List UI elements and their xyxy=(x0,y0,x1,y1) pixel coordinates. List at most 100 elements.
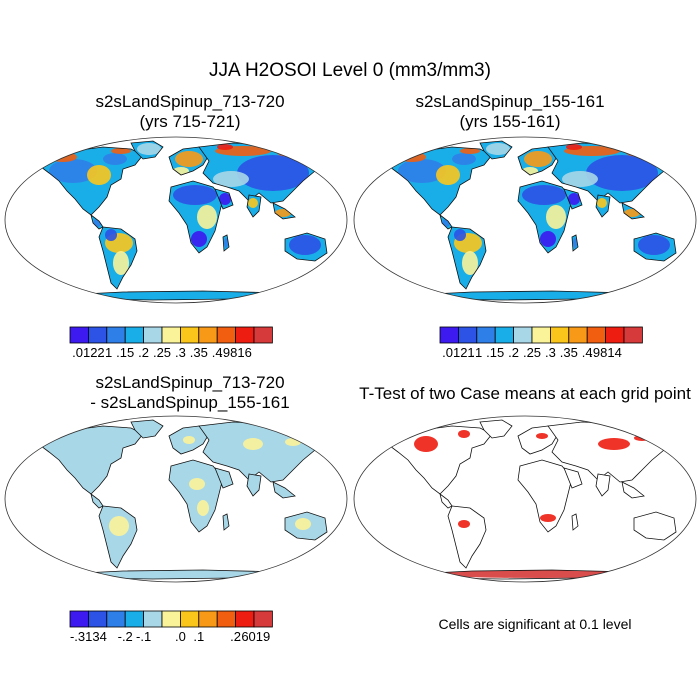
panel-2-title-line2: (yrs 155-161) xyxy=(459,112,561,131)
landmass-madagascar xyxy=(571,513,579,531)
colorbar-box xyxy=(143,326,163,344)
colorbar-tick-label: .15 xyxy=(486,345,504,360)
panel-1-colorbar: .0122.1 .15 .2 .25 .3 .35 .4.9816 xyxy=(69,326,273,360)
landmass-arabia xyxy=(563,188,583,210)
colorbar-tick-label: .9814 xyxy=(589,345,622,360)
colorbar-tick-label: -.2 xyxy=(118,629,133,644)
landmass-greenland xyxy=(479,140,513,160)
colorbar-box xyxy=(605,326,625,344)
landmass-se-asia xyxy=(272,202,296,220)
landmass-central-america xyxy=(439,214,453,230)
landmass-madagascar xyxy=(222,513,230,531)
landmass-india xyxy=(246,473,262,497)
colorbar-tick-label: .35 xyxy=(190,345,208,360)
colorbar-box xyxy=(69,610,89,628)
colorbar-box xyxy=(179,610,200,628)
landmass-europe xyxy=(517,146,559,176)
colorbar-box xyxy=(235,610,255,628)
landmass-madagascar xyxy=(222,234,230,252)
colorbar-tick-label: .1 xyxy=(193,629,204,644)
map-frame xyxy=(4,415,348,583)
colorbar-tick-label: .15 xyxy=(116,345,134,360)
landmass-australia xyxy=(633,232,677,262)
colorbar-box xyxy=(458,326,478,344)
panel-3-title-line1: s2sLandSpinup_713-720 xyxy=(95,373,285,392)
colorbar-tick-label: .4 xyxy=(212,345,223,360)
map-frame xyxy=(353,136,697,304)
colorbar-tick-label: .35 xyxy=(560,345,578,360)
landmass-greenland xyxy=(130,419,164,439)
colorbar-tick-label: .0122 xyxy=(72,345,105,360)
colorbar-box xyxy=(198,326,218,344)
landmass-arabia xyxy=(214,467,234,489)
landmass-arabia xyxy=(214,188,234,210)
landmass-africa xyxy=(517,459,573,533)
landmass-australia xyxy=(284,232,328,262)
colorbar-box xyxy=(69,326,89,344)
landmass-australia xyxy=(284,511,328,541)
colorbar-box xyxy=(513,326,533,344)
colorbar-tick-label: .0 xyxy=(175,629,186,644)
landmass-south-america xyxy=(98,226,138,290)
landmass-se-asia xyxy=(272,481,296,499)
colorbar-box xyxy=(549,326,570,344)
map-frame xyxy=(353,415,697,583)
colorbar-tick-label: -.1 xyxy=(136,629,151,644)
colorbar-box xyxy=(494,326,514,344)
panel-3-map xyxy=(4,415,348,583)
colorbar-box xyxy=(106,610,126,628)
panel-2-title: s2sLandSpinup_155-161 (yrs 155-161) xyxy=(350,92,670,132)
panel-4-map xyxy=(353,415,697,583)
colorbar-box xyxy=(253,610,273,628)
colorbar-tick-label: .0121 xyxy=(442,345,475,360)
colorbar-box xyxy=(216,326,236,344)
landmass-south-america xyxy=(98,505,138,569)
panel-2-map xyxy=(353,136,697,304)
colorbar-box xyxy=(531,326,551,344)
landmass-africa xyxy=(168,459,224,533)
map-frame xyxy=(4,136,348,304)
landmass-europe xyxy=(168,146,210,176)
colorbar-tick-label: .9816 xyxy=(219,345,252,360)
landmass-india xyxy=(595,194,611,218)
colorbar-tick-label: .4 xyxy=(582,345,593,360)
landmass-europe xyxy=(168,425,210,455)
landmass-india xyxy=(246,194,262,218)
landmass-africa xyxy=(168,180,224,254)
colorbar-box xyxy=(161,326,181,344)
colorbar-box xyxy=(179,326,200,344)
landmass-north-america xyxy=(40,425,144,495)
colorbar-tick-label: .1 xyxy=(471,345,482,360)
colorbar-box xyxy=(161,610,181,628)
panel-3-colorbar: -.3134 -.2 -.1 .0 .1 .2.6019 xyxy=(69,610,273,644)
colorbar-tick-label: .2 xyxy=(230,629,241,644)
colorbar-box xyxy=(568,326,588,344)
landmass-central-america xyxy=(90,214,104,230)
colorbar-box xyxy=(88,610,108,628)
panel-3-title: s2sLandSpinup_713-720 - s2sLandSpinup_15… xyxy=(30,373,350,413)
colorbar-tick-label: -.3134 xyxy=(70,629,107,644)
colorbar-box xyxy=(253,326,273,344)
landmass-greenland xyxy=(130,140,164,160)
landmass-europe xyxy=(517,425,559,455)
colorbar-box xyxy=(439,326,459,344)
page-title: JJA H2OSOI Level 0 (mm3/mm3) xyxy=(209,60,491,81)
landmass-se-asia xyxy=(621,481,645,499)
panel-1-title-line1: s2sLandSpinup_713-720 xyxy=(95,92,285,111)
panel-2-title-line1: s2sLandSpinup_155-161 xyxy=(415,92,605,111)
panel-3-title-line2: - s2sLandSpinup_155-161 xyxy=(90,393,290,412)
landmass-australia xyxy=(633,511,677,541)
colorbar-box xyxy=(106,326,126,344)
landmass-central-america xyxy=(439,493,453,509)
colorbar-tick-label: .3 xyxy=(545,345,556,360)
colorbar-box xyxy=(623,326,643,344)
colorbar-tick-label: .6019 xyxy=(238,629,271,644)
panel-2-colorbar: .0121.1 .15 .2 .25 .3 .35 .4.9814 xyxy=(439,326,643,360)
colorbar-tick-label: .1 xyxy=(101,345,112,360)
colorbar-box xyxy=(198,610,218,628)
landmass-se-asia xyxy=(621,202,645,220)
colorbar-tick-label: .2 xyxy=(508,345,519,360)
panel-4-title-line1: T-Test of two Case means at each grid po… xyxy=(359,384,691,403)
landmass-central-america xyxy=(90,493,104,509)
colorbar-tick-label: .3 xyxy=(175,345,186,360)
